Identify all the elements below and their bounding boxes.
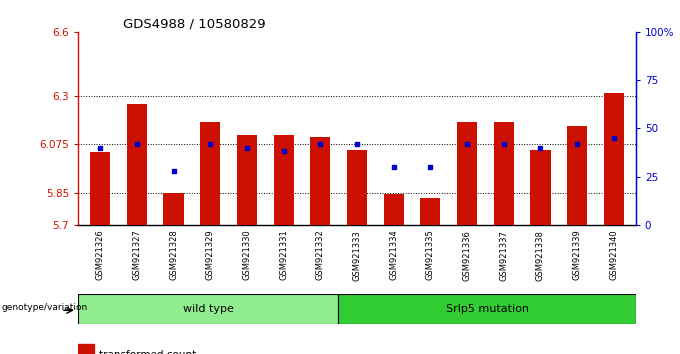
- Text: GSM921335: GSM921335: [426, 230, 435, 280]
- Bar: [78, 294, 339, 324]
- Bar: [310, 137, 330, 225]
- Text: GSM921327: GSM921327: [133, 230, 141, 280]
- Text: transformed count: transformed count: [99, 350, 196, 354]
- Text: wild type: wild type: [183, 304, 234, 314]
- Bar: [237, 135, 257, 225]
- Text: GSM921332: GSM921332: [316, 230, 325, 280]
- Bar: [90, 152, 110, 225]
- Text: Srlp5 mutation: Srlp5 mutation: [445, 304, 528, 314]
- Bar: [273, 135, 294, 225]
- Bar: [347, 150, 367, 225]
- Bar: [78, 344, 94, 354]
- Text: genotype/variation: genotype/variation: [1, 303, 88, 312]
- Bar: [420, 198, 441, 225]
- Text: GSM921326: GSM921326: [96, 230, 105, 280]
- Bar: [457, 122, 477, 225]
- Bar: [384, 194, 404, 225]
- Text: GSM921333: GSM921333: [352, 230, 362, 281]
- Text: GSM921340: GSM921340: [609, 230, 618, 280]
- Text: GSM921329: GSM921329: [206, 230, 215, 280]
- Text: GSM921328: GSM921328: [169, 230, 178, 280]
- Text: GSM921336: GSM921336: [462, 230, 471, 281]
- Bar: [567, 126, 588, 225]
- Text: GDS4988 / 10580829: GDS4988 / 10580829: [123, 18, 265, 31]
- Bar: [126, 104, 147, 225]
- Text: GSM921339: GSM921339: [573, 230, 581, 280]
- Bar: [200, 122, 220, 225]
- Bar: [163, 193, 184, 225]
- Text: GSM921338: GSM921338: [536, 230, 545, 281]
- Bar: [339, 294, 636, 324]
- Text: GSM921331: GSM921331: [279, 230, 288, 280]
- Bar: [604, 93, 624, 225]
- Bar: [494, 122, 514, 225]
- Text: GSM921330: GSM921330: [243, 230, 252, 280]
- Text: GSM921334: GSM921334: [389, 230, 398, 280]
- Bar: [530, 150, 551, 225]
- Text: GSM921337: GSM921337: [499, 230, 508, 281]
